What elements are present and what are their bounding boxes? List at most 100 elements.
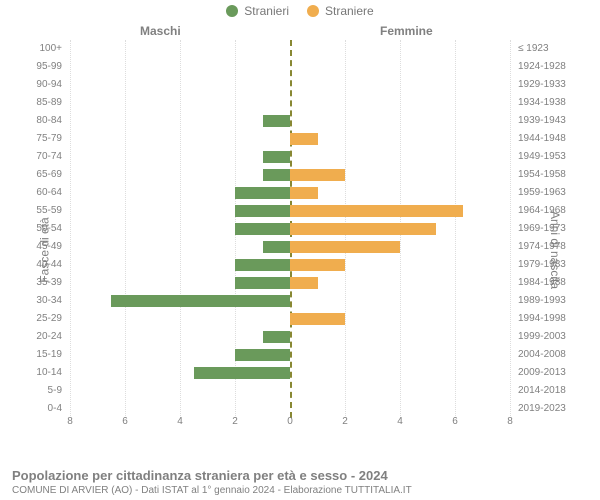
x-tick-label: 8: [507, 416, 513, 427]
age-label: 45-49: [36, 241, 62, 252]
birth-year-label: 2004-2008: [518, 349, 566, 360]
birth-year-label: 1954-1958: [518, 169, 566, 180]
population-pyramid-chart: Stranieri Straniere Maschi Femmine Fasce…: [0, 0, 600, 500]
x-tick-label: 4: [177, 416, 183, 427]
bar-male: [263, 115, 291, 127]
age-label: 90-94: [36, 79, 62, 90]
chart-row: 100+≤ 1923: [70, 40, 510, 58]
x-axis: 8 6 4 2 0 2 4 6 8: [70, 416, 510, 430]
bar-female: [290, 259, 345, 271]
legend-label-female: Straniere: [325, 4, 374, 18]
birth-year-label: 1989-1993: [518, 295, 566, 306]
birth-year-label: ≤ 1923: [518, 43, 549, 54]
age-label: 30-34: [36, 295, 62, 306]
chart-footer: Popolazione per cittadinanza straniera p…: [12, 468, 588, 496]
birth-year-label: 2019-2023: [518, 403, 566, 414]
chart-row: 45-491974-1978: [70, 238, 510, 256]
chart-title: Popolazione per cittadinanza straniera p…: [12, 468, 588, 483]
birth-year-label: 1944-1948: [518, 133, 566, 144]
chart-rows: 100+≤ 192395-991924-192890-941929-193385…: [70, 40, 510, 418]
x-tick-label: 0: [287, 416, 293, 427]
chart-row: 55-591964-1968: [70, 202, 510, 220]
legend-swatch-female: [307, 5, 319, 17]
bar-female: [290, 187, 318, 199]
birth-year-label: 1939-1943: [518, 115, 566, 126]
age-label: 55-59: [36, 205, 62, 216]
legend: Stranieri Straniere: [0, 4, 600, 18]
chart-subtitle: COMUNE DI ARVIER (AO) - Dati ISTAT al 1°…: [12, 485, 588, 496]
age-label: 25-29: [36, 313, 62, 324]
age-label: 50-54: [36, 223, 62, 234]
birth-year-label: 1984-1988: [518, 277, 566, 288]
plot-area: 100+≤ 192395-991924-192890-941929-193385…: [70, 40, 510, 430]
chart-row: 85-891934-1938: [70, 94, 510, 112]
bar-male: [194, 367, 290, 379]
bar-female: [290, 241, 400, 253]
x-tick-label: 2: [342, 416, 348, 427]
legend-label-male: Stranieri: [244, 4, 289, 18]
chart-row: 20-241999-2003: [70, 328, 510, 346]
chart-row: 15-192004-2008: [70, 346, 510, 364]
chart-row: 90-941929-1933: [70, 76, 510, 94]
x-tick-label: 8: [67, 416, 73, 427]
age-label: 20-24: [36, 331, 62, 342]
chart-row: 35-391984-1988: [70, 274, 510, 292]
gridline: [510, 40, 511, 418]
age-label: 0-4: [48, 403, 62, 414]
bar-male: [263, 241, 291, 253]
age-label: 85-89: [36, 97, 62, 108]
age-label: 60-64: [36, 187, 62, 198]
birth-year-label: 1924-1928: [518, 61, 566, 72]
column-header-male: Maschi: [140, 24, 181, 38]
bar-male: [235, 277, 290, 289]
bar-male: [263, 331, 291, 343]
age-label: 80-84: [36, 115, 62, 126]
chart-row: 5-92014-2018: [70, 382, 510, 400]
bar-male: [111, 295, 290, 307]
column-header-female: Femmine: [380, 24, 433, 38]
bar-male: [263, 151, 291, 163]
chart-row: 75-791944-1948: [70, 130, 510, 148]
birth-year-label: 1949-1953: [518, 151, 566, 162]
chart-row: 70-741949-1953: [70, 148, 510, 166]
bar-female: [290, 169, 345, 181]
legend-item-female: Straniere: [307, 4, 374, 18]
chart-row: 50-541969-1973: [70, 220, 510, 238]
bar-male: [263, 169, 291, 181]
birth-year-label: 1999-2003: [518, 331, 566, 342]
chart-row: 60-641959-1963: [70, 184, 510, 202]
x-tick-label: 2: [232, 416, 238, 427]
bar-male: [235, 349, 290, 361]
birth-year-label: 1994-1998: [518, 313, 566, 324]
birth-year-label: 1974-1978: [518, 241, 566, 252]
chart-row: 95-991924-1928: [70, 58, 510, 76]
chart-row: 25-291994-1998: [70, 310, 510, 328]
bar-female: [290, 205, 463, 217]
bar-male: [235, 205, 290, 217]
chart-row: 30-341989-1993: [70, 292, 510, 310]
bar-male: [235, 223, 290, 235]
birth-year-label: 2009-2013: [518, 367, 566, 378]
birth-year-label: 1959-1963: [518, 187, 566, 198]
age-label: 75-79: [36, 133, 62, 144]
x-tick-label: 6: [452, 416, 458, 427]
bar-male: [235, 259, 290, 271]
age-label: 35-39: [36, 277, 62, 288]
legend-swatch-male: [226, 5, 238, 17]
age-label: 15-19: [36, 349, 62, 360]
age-label: 100+: [39, 43, 62, 54]
chart-row: 65-691954-1958: [70, 166, 510, 184]
birth-year-label: 2014-2018: [518, 385, 566, 396]
birth-year-label: 1934-1938: [518, 97, 566, 108]
birth-year-label: 1929-1933: [518, 79, 566, 90]
age-label: 65-69: [36, 169, 62, 180]
age-label: 70-74: [36, 151, 62, 162]
chart-row: 40-441979-1983: [70, 256, 510, 274]
age-label: 5-9: [48, 385, 62, 396]
birth-year-label: 1969-1973: [518, 223, 566, 234]
age-label: 10-14: [36, 367, 62, 378]
x-tick-label: 6: [122, 416, 128, 427]
x-tick-label: 4: [397, 416, 403, 427]
age-label: 40-44: [36, 259, 62, 270]
bar-female: [290, 277, 318, 289]
